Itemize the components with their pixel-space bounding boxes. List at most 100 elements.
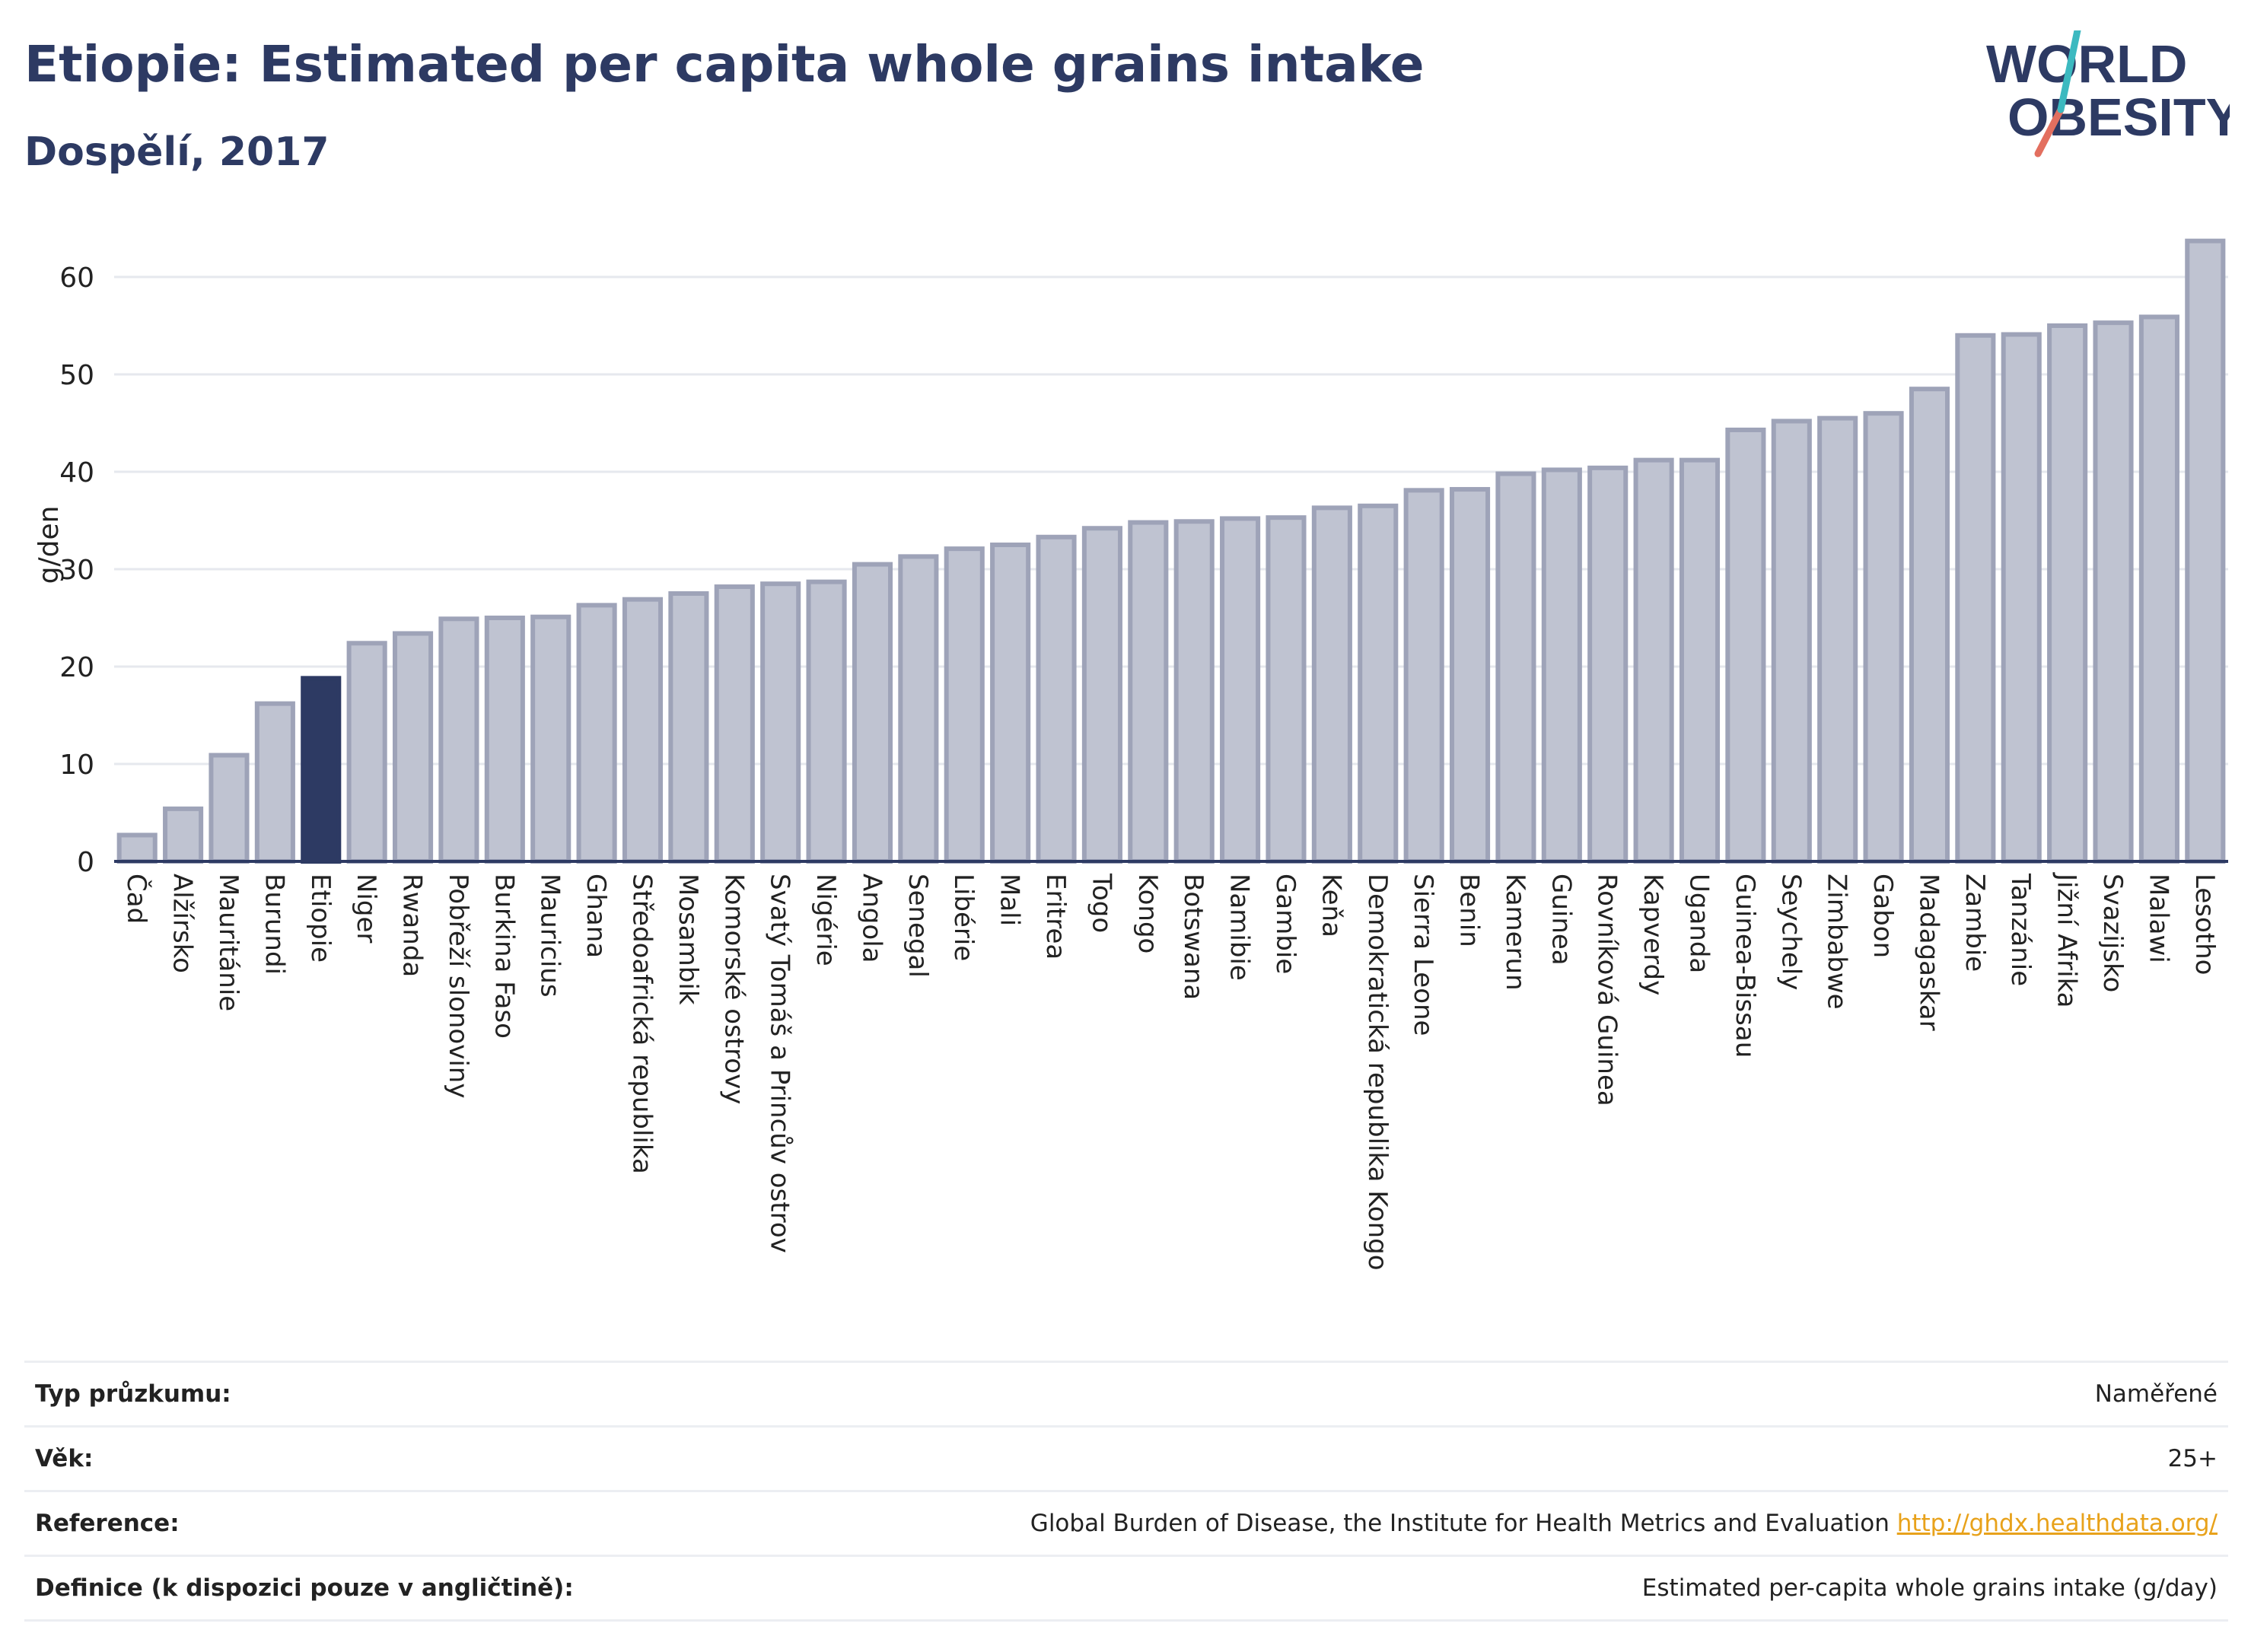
bar-0 (116, 832, 158, 864)
x-tick-label: Svazijsko (2097, 874, 2128, 992)
x-tick-label: Benin (1454, 874, 1485, 947)
bar-39 (1909, 387, 1950, 864)
x-tick-label: Mali (995, 874, 1025, 926)
bar-35 (1725, 427, 1766, 864)
bar-26 (1311, 505, 1352, 864)
y-tick-label: 0 (77, 847, 94, 878)
x-tick-label: Komorské ostrovy (718, 874, 749, 1104)
x-tick-label: Uganda (1684, 874, 1715, 973)
bar-11 (622, 597, 664, 864)
bar-40 (1955, 333, 1996, 864)
bar-3 (254, 701, 295, 864)
x-tick-label: Mauritánie (213, 874, 244, 1011)
bar-21 (1081, 526, 1122, 864)
reference-link[interactable]: http://ghdx.healthdata.org/ (1896, 1510, 2218, 1537)
bar-8 (484, 616, 525, 864)
x-tick-label: Seychely (1775, 874, 1806, 990)
bar-44 (2138, 314, 2179, 864)
x-tick-label: Togo (1086, 873, 1116, 933)
bar-16 (852, 562, 893, 864)
meta-label: Věk: (35, 1445, 94, 1472)
bar-17 (898, 554, 939, 864)
bar-42 (2047, 323, 2088, 864)
bar-43 (2093, 320, 2134, 864)
x-tick-label: Gambie (1270, 874, 1301, 974)
meta-value-group: Global Burden of Disease, the Institute … (1030, 1510, 2218, 1537)
bar-18 (944, 546, 985, 864)
bar-33 (1633, 457, 1674, 864)
x-tick-label: Etiopie (305, 874, 336, 963)
bar-34 (1679, 457, 1721, 864)
bar-37 (1817, 415, 1858, 864)
meta-row-definition: Definice (k dispozici pouze v angličtině… (24, 1555, 2228, 1622)
bar-41 (2001, 332, 2042, 864)
x-tick-label: Malawi (2143, 874, 2173, 963)
bar-25 (1266, 515, 1307, 864)
logo-slash-red (2034, 106, 2065, 158)
x-tick-label: Demokratická republika Kongo (1362, 874, 1393, 1271)
bar-1 (163, 806, 204, 864)
bar-29 (1449, 487, 1491, 864)
x-tick-label: Rovníková Guinea (1592, 874, 1622, 1106)
meta-value: Naměřené (2094, 1380, 2218, 1408)
x-tick-label: Pobřeží slonoviny (443, 874, 473, 1098)
x-tick-label: Kamerun (1500, 874, 1530, 991)
world-obesity-logo: WORLD OBESITY (1986, 30, 2230, 158)
bar-31 (1541, 467, 1582, 864)
x-tick-label: Guinea (1546, 874, 1576, 966)
x-tick-label: Jižní Afrika (2052, 872, 2082, 1008)
x-tick-label: Tanzánie (2005, 873, 2036, 986)
bar-38 (1863, 411, 1904, 864)
meta-row-age: Věk: 25+ (24, 1425, 2228, 1490)
bar-12 (668, 591, 709, 864)
x-tick-label: Středoafrická republika (627, 874, 657, 1174)
x-tick-label: Svatý Tomáš a Princův ostrov (765, 874, 795, 1253)
x-tick-label: Keňa (1316, 874, 1346, 937)
x-tick-label: Mauricius (535, 874, 565, 998)
x-tick-label: Burkina Faso (489, 874, 519, 1039)
bar-13 (714, 584, 755, 864)
x-tick-label: Alžírsko (167, 874, 198, 973)
y-tick-label: 60 (59, 263, 94, 294)
page-subtitle: Dospělí, 2017 (24, 129, 330, 175)
x-tick-label: Čad (121, 874, 152, 924)
y-tick-label: 20 (59, 652, 94, 683)
bar-15 (806, 579, 847, 864)
bar-23 (1173, 519, 1215, 864)
y-tick-label: 50 (59, 360, 94, 391)
metadata-table: Typ průzkumu: Naměřené Věk: 25+ Referenc… (24, 1361, 2228, 1622)
meta-label: Definice (k dispozici pouze v angličtině… (35, 1574, 574, 1602)
bar-27 (1358, 503, 1399, 864)
bar-36 (1771, 419, 1812, 864)
bar-4 (301, 676, 342, 864)
x-tick-label: Libérie (948, 874, 979, 961)
x-tick-label: Burundi (259, 874, 289, 975)
x-tick-label: Rwanda (397, 874, 428, 977)
x-tick-label: Guinea-Bissau (1730, 874, 1760, 1058)
bar-24 (1220, 516, 1261, 864)
x-tick-label: Mosambik (673, 874, 703, 1005)
bar-9 (530, 614, 572, 864)
logo-line1: WORLD (1986, 34, 2187, 94)
bar-19 (990, 543, 1031, 864)
meta-row-reference: Reference: Global Burden of Disease, the… (24, 1490, 2228, 1555)
meta-label: Typ průzkumu: (35, 1380, 231, 1408)
bar-45 (2185, 238, 2226, 864)
bar-14 (760, 581, 801, 864)
meta-label: Reference: (35, 1510, 180, 1537)
x-tick-label: Angola (856, 874, 887, 963)
bar-2 (209, 753, 250, 864)
bar-7 (438, 616, 479, 864)
bar-10 (576, 603, 617, 864)
bar-32 (1587, 465, 1629, 864)
x-tick-label: Niger (351, 874, 381, 943)
x-tick-label: Lesotho (2189, 874, 2220, 975)
y-tick-label: 40 (59, 457, 94, 489)
x-tick-label: Ghana (581, 874, 611, 958)
bar-30 (1495, 471, 1536, 864)
x-tick-label: Gabon (1867, 874, 1898, 958)
logo-slash-teal (2057, 30, 2081, 113)
y-tick-label: 30 (59, 555, 94, 586)
x-tick-label: Eritrea (1040, 874, 1071, 960)
bar-20 (1036, 534, 1077, 864)
